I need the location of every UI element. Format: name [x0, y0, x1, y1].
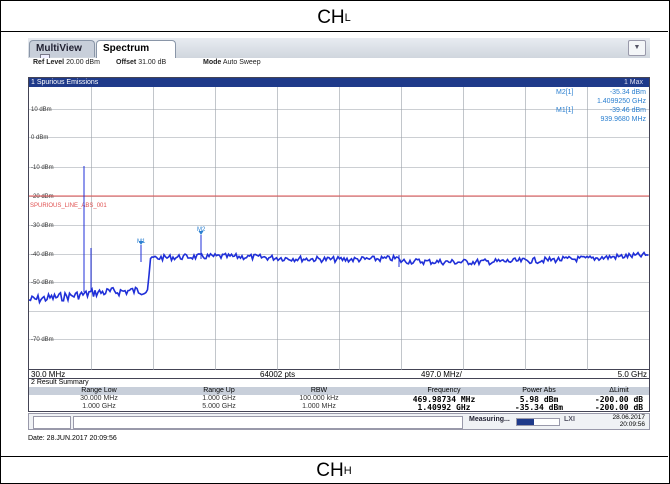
status-bar: Measuring... LXI 28.06.2017 20:09:56 — [28, 413, 650, 430]
marker-m1: M1 — [137, 239, 146, 245]
tab-multiview[interactable]: MultiView — [29, 40, 95, 64]
caption-bottom-main: CH — [316, 459, 344, 481]
caption-top-main: CH — [317, 7, 345, 28]
sweep-progress-fill — [517, 419, 534, 425]
measuring-status: Measuring... — [469, 416, 510, 423]
lxi-icon: LXI — [564, 416, 575, 423]
tab-spectrum[interactable]: Spectrum — [96, 40, 176, 59]
x-span: 497.0 MHz/ — [421, 370, 462, 379]
summary-cell: -200.00 dB — [594, 395, 644, 404]
summary-title: 2 Result Summary — [31, 379, 89, 386]
status-datetime: 28.06.2017 20:09:56 — [612, 414, 645, 428]
caption-ch-low: CH L — [0, 5, 668, 32]
summary-header-cell: Power Abs — [522, 387, 556, 394]
marker-m2-triangle — [198, 231, 204, 235]
x-start: 30.0 MHz — [31, 370, 66, 379]
result-summary-table: 2 Result Summary Range Low Range Up RBW Fre… — [28, 379, 650, 412]
x-end: 5.0 GHz — [617, 370, 647, 379]
marker-m2-name: M2[1] — [556, 89, 574, 96]
mode-info: Mode Auto Sweep — [203, 59, 261, 66]
summary-cell: 5.98 dBm — [519, 395, 559, 404]
summary-cell: 469.98734 MHz — [412, 395, 476, 404]
footer-date: Date: 28.JUN.2017 20:09:56 — [28, 435, 117, 442]
x-axis-bar: 30.0 MHz 64002 pts 497.0 MHz/ 5.0 GHz — [28, 370, 650, 379]
marker-m2-freq: 1.4099250 GHz — [597, 98, 647, 105]
y-axis-label: -50 dBm — [31, 280, 54, 286]
diagram-title: 1 Spurious Emissions — [31, 79, 99, 86]
tab-multiview-label: MultiView — [36, 43, 82, 54]
summary-cell: -35.34 dBm — [514, 403, 564, 412]
status-field-left — [33, 416, 71, 429]
summary-cell: 1.40992 GHz — [417, 403, 471, 412]
summary-header-row — [29, 387, 649, 395]
marker-readout: M2[1] -35.34 dBm 1.4099250 GHz M1[1] -39… — [556, 89, 646, 123]
x-points: 64002 pts — [260, 370, 296, 379]
summary-cell: 1.000 GHz — [202, 395, 236, 402]
grid-lines — [29, 87, 649, 370]
chevron-down-icon[interactable]: ▼ — [628, 40, 646, 56]
marker-m1-name: M1[1] — [556, 107, 574, 114]
y-axis-label: 10 dBm — [31, 107, 52, 113]
limit-line-label: SPURIOUS_LINE_ABS_001 — [30, 203, 107, 209]
y-axis-label: -40 dBm — [31, 252, 54, 258]
trace-label: 1 Max — [623, 79, 643, 86]
summary-cell: 1.000 GHz — [82, 403, 116, 410]
caption-bottom-sub: H — [343, 464, 352, 477]
y-axis-label: -20 dBm — [31, 194, 54, 200]
summary-cell: 1.000 MHz — [302, 403, 336, 410]
tab-bar: MultiView Spectrum ▼ — [28, 38, 650, 64]
y-axis-labels: 10 dBm 0 dBm -10 dBm -20 dBm -30 dBm -40 dBm -… — [31, 107, 54, 343]
settings-info-bar: Ref Level 20.00 dBm Offset 31.00 dB Mode… — [28, 58, 650, 69]
summary-header-cell: ΔLimit — [609, 387, 629, 394]
summary-cell: 100.000 kHz — [299, 395, 339, 402]
y-axis-label: -70 dBm — [31, 337, 54, 343]
marker-m2-level: -35.34 dBm — [610, 89, 646, 96]
trace-spikes — [83, 166, 400, 292]
marker-m2-label: M2 — [197, 227, 206, 233]
summary-header-cell: RBW — [310, 387, 328, 394]
status-field-main — [73, 416, 463, 429]
summary-cell: -200.00 dB — [594, 403, 644, 412]
spectrum-trace — [29, 251, 649, 305]
summary-header-cell: Range Up — [203, 387, 235, 394]
marker-m2: M2 — [197, 227, 206, 235]
ref-level-info: Ref Level 20.00 dBm — [33, 59, 100, 66]
offset-info: Offset 31.00 dB — [116, 59, 167, 66]
marker-m1-level: -39.46 dBm — [610, 107, 646, 114]
summary-header-cell: Range Low — [81, 387, 117, 394]
tab-spectrum-label: Spectrum — [103, 43, 150, 54]
diagram-title-bar: 1 Spurious Emissions 1 Max — [29, 78, 649, 87]
summary-cell: 30.000 MHz — [80, 395, 118, 402]
caption-ch-high: CH H — [0, 456, 668, 484]
sweep-progress-bar — [516, 418, 560, 426]
y-axis-label: -10 dBm — [31, 165, 54, 171]
spectrum-plot: 10 dBm 0 dBm -10 dBm -20 dBm -30 dBm -40 dBm -… — [29, 87, 649, 370]
marker-m1-triangle — [138, 241, 144, 245]
marker-m1-freq: 939.9680 MHz — [600, 116, 646, 123]
summary-cell: 5.000 GHz — [202, 403, 236, 410]
spectrum-diagram: 1 Spurious Emissions 1 Max 10 dBm 0 dBm -1… — [28, 77, 650, 370]
summary-header-cell: Frequency — [427, 387, 461, 394]
y-axis-label: 0 dBm — [31, 135, 48, 141]
caption-top-sub: L — [344, 12, 351, 24]
y-axis-label: -30 dBm — [31, 223, 54, 229]
analyzer-screenshot: MultiView Spectrum ▼ Ref Level 20.00 dBm… — [28, 38, 650, 450]
